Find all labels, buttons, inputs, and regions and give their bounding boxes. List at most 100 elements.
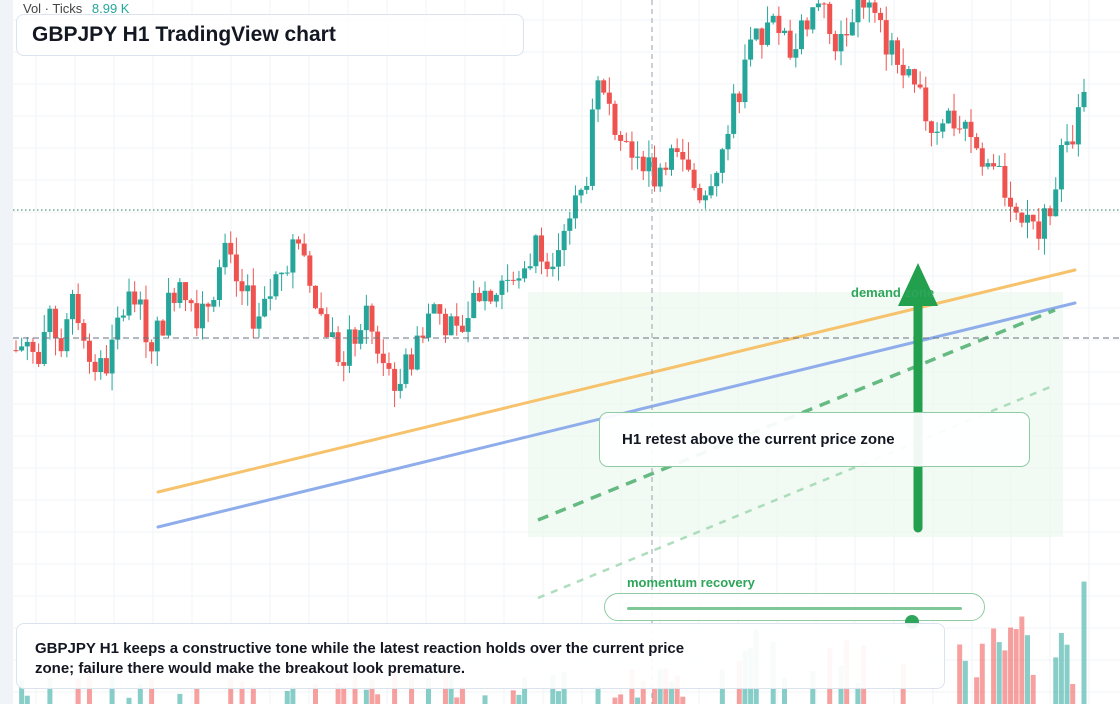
candle-body [697, 187, 703, 201]
volume-bar [482, 695, 488, 704]
momentum-slider-track[interactable] [627, 607, 962, 629]
volume-bar [137, 683, 143, 704]
volume-bar [194, 687, 200, 704]
candle-body [143, 299, 149, 343]
volume-bar [369, 679, 375, 704]
candle-body [928, 121, 934, 133]
volume-bar [855, 683, 861, 704]
candle-body [115, 317, 121, 340]
candle-body [657, 167, 663, 187]
momentum-slider[interactable] [604, 593, 985, 629]
momentum-label: momentum recovery [627, 575, 755, 590]
candle-body [872, 2, 878, 13]
volume-bar [335, 683, 341, 704]
volume-bar [24, 695, 30, 704]
candle-body [454, 316, 460, 326]
candle-body [962, 121, 968, 129]
volume-bar [426, 678, 432, 704]
candle-body [601, 80, 607, 93]
volume-bar [1013, 629, 1019, 704]
candle-body [770, 15, 776, 23]
volume-bar [284, 691, 290, 704]
candle-body [804, 20, 810, 30]
volume-bar [341, 686, 347, 704]
candle-body [742, 59, 748, 103]
retest-annotation[interactable]: H1 retest above the current price zone [599, 412, 1030, 467]
candle-body [171, 292, 177, 303]
candle-body [1036, 221, 1042, 239]
candle-body [98, 358, 104, 373]
candle-body [759, 28, 765, 45]
candle-body [1013, 206, 1019, 213]
volume-bar [149, 678, 155, 704]
candle-body [194, 303, 200, 329]
volume-bar [1008, 627, 1014, 704]
candle-body [166, 292, 172, 336]
candle-body [951, 110, 957, 129]
candle-body [13, 350, 19, 352]
candle-body [86, 340, 92, 362]
volume-bar [1070, 683, 1076, 704]
candle-body [346, 329, 352, 366]
volume-bar [991, 628, 997, 704]
candle-body [335, 332, 341, 363]
candle-body [539, 235, 545, 262]
volume-bar [1024, 635, 1030, 704]
candle-body [940, 123, 946, 132]
candle-body [1047, 208, 1053, 217]
candle-body [188, 300, 194, 304]
candle-body [70, 293, 76, 320]
candle-body [985, 163, 991, 167]
volume-bar [239, 681, 245, 704]
candle-body [1070, 141, 1076, 145]
candle-body [426, 313, 432, 338]
chart-title-box: GBPJPY H1 TradingView chart [16, 14, 524, 56]
candle-body [883, 20, 889, 55]
candle-body [589, 109, 595, 186]
candle-body [821, 3, 827, 5]
candle-body [132, 291, 138, 305]
candle-body [437, 304, 443, 314]
candle-body [245, 285, 251, 292]
candle-body [250, 285, 256, 329]
volume-bar [522, 677, 528, 704]
volume-bar [635, 697, 641, 704]
candle-body [53, 308, 59, 339]
candle-body [685, 159, 691, 170]
candle-body [329, 332, 335, 338]
candle-body [815, 3, 821, 8]
volume-bar [177, 693, 183, 704]
volume-bar [555, 691, 561, 704]
candle-body [765, 22, 771, 45]
candle-body [358, 330, 364, 344]
candle-body [516, 278, 522, 281]
candle-body [572, 195, 578, 219]
left-price-scale-edge [0, 0, 13, 704]
volume-bar [75, 678, 81, 704]
volume-bar [595, 686, 601, 704]
candle-body [228, 242, 234, 255]
volume-bar [974, 677, 980, 704]
candle-body [211, 300, 217, 307]
candle-body [222, 242, 228, 268]
candle-body [606, 92, 612, 104]
candle-body [471, 292, 477, 319]
candle-body [47, 308, 53, 333]
candle-body [736, 93, 742, 103]
volume-bar [228, 677, 234, 704]
candle-body [911, 69, 917, 85]
candle-body [301, 243, 307, 256]
candle-body [844, 34, 850, 36]
candle-body [262, 298, 268, 317]
candle-body [827, 3, 833, 34]
volume-bar [1053, 657, 1059, 704]
candle-body [386, 363, 392, 369]
candle-body [488, 290, 494, 302]
candle-body [555, 250, 561, 267]
candle-body [41, 332, 47, 364]
candle-body [776, 15, 782, 33]
candle-body [505, 279, 511, 281]
volume-bar [290, 686, 296, 704]
candle-body [459, 325, 465, 332]
candle-body [753, 28, 759, 40]
